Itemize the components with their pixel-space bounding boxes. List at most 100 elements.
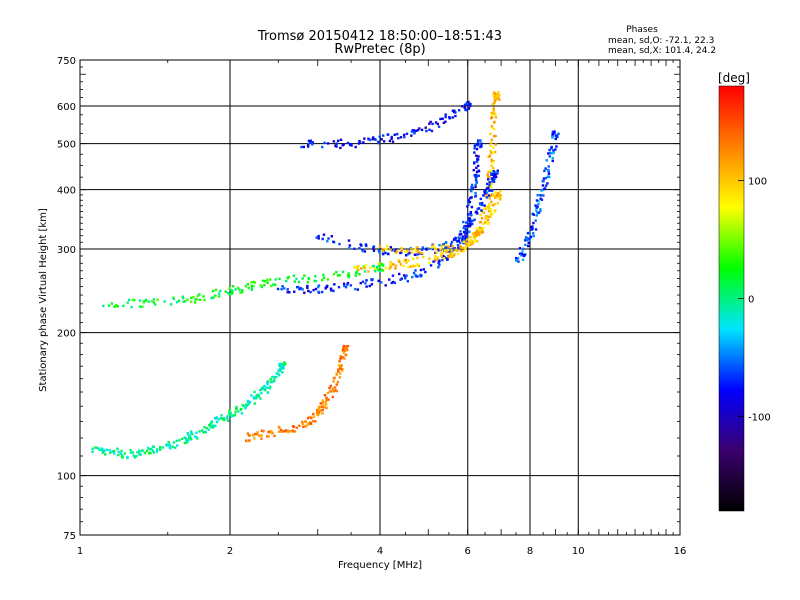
scatter-point	[356, 268, 360, 272]
scatter-point	[554, 134, 558, 137]
scatter-point	[542, 177, 546, 180]
scatter-point	[101, 451, 105, 454]
scatter-point	[100, 447, 103, 450]
scatter-point	[410, 251, 414, 254]
scatter-point	[371, 138, 374, 141]
scatter-point	[268, 278, 272, 281]
scatter-point	[167, 440, 170, 444]
scatter-point	[444, 115, 447, 119]
scatter-point	[441, 251, 445, 255]
scatter-point	[391, 274, 395, 277]
scatter-point	[183, 441, 187, 445]
scatter-point	[214, 417, 218, 420]
colorbar-label: [deg]	[718, 71, 750, 85]
scatter-point	[321, 399, 324, 402]
scatter-point	[139, 453, 142, 456]
scatter-point	[203, 426, 206, 429]
scatter-point	[489, 132, 492, 136]
scatter-point	[267, 435, 270, 438]
scatter-point	[496, 96, 499, 100]
chart-subtitle: RwPretec (8p)	[334, 42, 425, 57]
scatter-point	[342, 344, 346, 348]
scatter-point	[181, 296, 185, 300]
scatter-point	[278, 364, 282, 368]
scatter-point	[476, 212, 479, 215]
scatter-point	[515, 259, 518, 262]
scatter-point	[190, 296, 193, 300]
scatter-point	[272, 378, 276, 381]
scatter-point	[256, 431, 259, 434]
scatter-point	[476, 139, 480, 142]
scatter-point	[390, 135, 393, 139]
scatter-point	[451, 109, 455, 113]
scatter-point	[217, 295, 221, 298]
scatter-point	[377, 264, 381, 268]
scatter-point	[497, 93, 501, 97]
scatter-point	[175, 439, 178, 443]
scatter-point	[217, 418, 221, 421]
scatter-point	[478, 202, 482, 205]
scatter-point	[428, 261, 431, 264]
scatter-point	[207, 428, 211, 431]
scatter-point	[286, 431, 290, 434]
scatter-point	[399, 136, 403, 139]
scatter-point	[447, 249, 450, 252]
scatter-point	[185, 438, 189, 441]
scatter-point	[292, 274, 296, 277]
scatter-point	[277, 369, 280, 372]
scatter-point	[203, 298, 206, 302]
scatter-point	[409, 265, 412, 268]
scatter-point	[494, 134, 497, 138]
scatter-point	[247, 403, 250, 406]
scatter-point	[474, 185, 477, 189]
scatter-point	[526, 231, 530, 235]
scatter-point	[303, 291, 306, 294]
scatter-point	[453, 253, 456, 256]
scatter-point	[339, 138, 343, 142]
scatter-point	[490, 193, 494, 196]
scatter-point	[282, 365, 285, 369]
scatter-point	[450, 254, 453, 258]
colorbar-ticks: 100 0 -100	[738, 176, 771, 424]
scatter-point	[413, 253, 417, 256]
scatter-point	[288, 430, 292, 433]
scatter-point	[446, 250, 450, 253]
y-tick-label: 100	[57, 472, 76, 483]
scatter-point	[258, 434, 261, 437]
scatter-point	[339, 365, 342, 369]
chart-title: Tromsø 20150412 18:50:00–18:51:43	[257, 29, 502, 44]
scatter-point	[126, 301, 129, 304]
scatter-point	[467, 242, 470, 245]
scatter-point	[490, 200, 493, 203]
scatter-point	[345, 346, 348, 350]
scatter-point	[326, 398, 329, 401]
scatter-point	[283, 363, 286, 367]
scatter-point	[374, 138, 377, 141]
x-tick-label: 16	[674, 546, 687, 557]
scatter-point	[347, 272, 350, 275]
scatter-point	[489, 207, 492, 211]
scatter-point	[363, 137, 366, 140]
scatter-point	[489, 210, 492, 213]
y-tick-label: 75	[63, 531, 76, 542]
scatter-point	[539, 194, 542, 197]
scatter-point	[102, 304, 105, 308]
scatter-point	[487, 194, 491, 197]
scatter-point	[266, 281, 269, 285]
scatter-point	[364, 282, 367, 285]
scatter-point	[462, 220, 465, 224]
scatter-point	[444, 120, 447, 123]
scatter-point	[275, 372, 278, 375]
scatter-point	[475, 181, 478, 184]
scatter-point	[138, 305, 142, 308]
scatter-point	[311, 419, 315, 423]
scatter-point	[210, 296, 213, 300]
scatter-point	[470, 205, 474, 209]
scatter-point	[337, 370, 340, 373]
scatter-point	[141, 305, 144, 309]
scatter-point	[465, 221, 468, 224]
scatter-point	[381, 268, 384, 272]
scatter-point	[203, 431, 206, 434]
scatter-point	[457, 236, 460, 239]
scatter-point	[196, 294, 200, 298]
